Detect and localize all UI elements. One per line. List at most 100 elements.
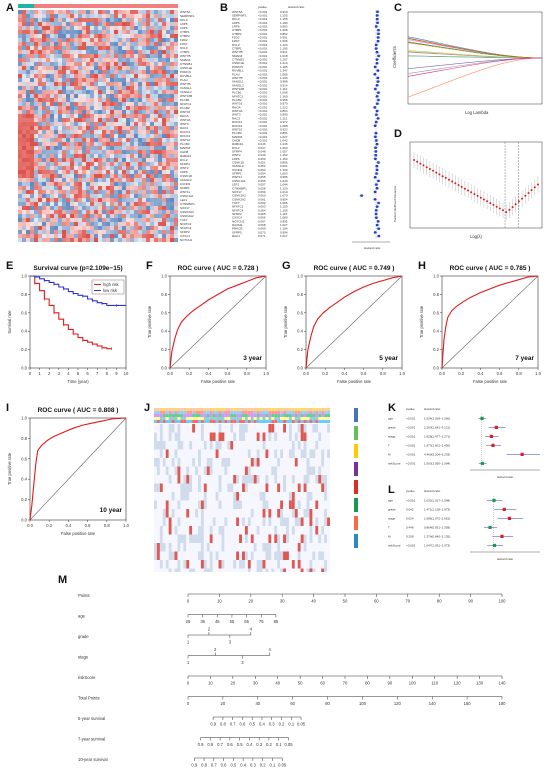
heatmap-cell	[288, 526, 292, 535]
heatmap-cell	[94, 134, 98, 138]
heatmap-cell	[34, 10, 38, 14]
forest-b-pvalue: 0.069	[258, 227, 266, 231]
heatmap-cell	[306, 441, 310, 450]
heatmap-cell	[98, 82, 102, 86]
heatmap-cell	[327, 475, 330, 484]
heatmap-cell	[146, 158, 150, 162]
heatmap-cell	[174, 517, 178, 526]
heatmap-cell	[34, 114, 38, 118]
heatmap-cell	[166, 82, 170, 86]
heatmap-cell	[259, 551, 263, 560]
heatmap-cell	[38, 26, 42, 30]
heatmap-cell	[102, 94, 106, 98]
forest-b-pvalue: <0.001	[258, 43, 268, 47]
nomogram-tick-label: 0.7	[230, 722, 236, 727]
heatmap-cell	[94, 102, 98, 106]
y-tick-label: 0.4	[21, 477, 27, 482]
heatmap-cell	[233, 492, 237, 501]
heatmap-cell	[114, 54, 118, 58]
annotation-cell	[171, 417, 175, 420]
heatmap-cell	[86, 118, 90, 122]
x-tick-label: 0.6	[225, 371, 231, 376]
annotation-cell	[236, 417, 240, 420]
heatmap-cell	[166, 138, 170, 142]
heatmap-cell	[142, 154, 146, 158]
heatmap-cell	[90, 94, 94, 98]
heatmap-cell	[38, 174, 42, 178]
heatmap-cell	[42, 174, 46, 178]
heatmap-cell	[142, 150, 146, 154]
heatmap-cell	[162, 543, 166, 552]
forest-b-gene: TCF7	[232, 201, 240, 205]
annotation-cell	[274, 417, 278, 420]
heatmap-cell	[122, 70, 126, 74]
heatmap-cell	[126, 22, 130, 26]
heatmap-cell	[34, 214, 38, 218]
heatmap-cell	[162, 130, 166, 134]
heatmap-cell	[78, 238, 82, 242]
heatmap-cell	[50, 146, 54, 150]
heatmap-cell	[62, 46, 66, 50]
heatmap-cell	[195, 517, 198, 526]
heatmap-cell	[244, 551, 248, 560]
roc-annotation: 5 year	[379, 355, 398, 362]
annotation-cell	[177, 420, 181, 423]
heatmap-cell	[82, 26, 86, 30]
heatmap-cell	[130, 22, 134, 26]
heatmap-cell	[183, 560, 187, 569]
heatmap-cell	[54, 154, 58, 158]
heatmap-cell	[265, 466, 269, 475]
heatmap-cell	[78, 162, 82, 166]
heatmap-cell	[165, 551, 169, 560]
heatmap-cell	[138, 158, 142, 162]
heatmap-cell	[114, 194, 118, 198]
annotation-cell	[268, 411, 272, 414]
heatmap-cell	[34, 202, 38, 206]
heatmap-cell	[162, 458, 166, 467]
forest-row-hr: 1.828(1.477–2.271)	[424, 434, 450, 438]
heatmap-cell	[183, 441, 187, 450]
heatmap-cell	[162, 158, 166, 162]
heatmap-cell	[114, 86, 118, 90]
heatmap-cell	[280, 441, 284, 450]
forest-b-point	[376, 17, 379, 21]
heatmap-cell	[46, 130, 50, 134]
forest-b-hr: 1.156	[280, 208, 288, 212]
heatmap-cell	[166, 98, 170, 102]
heatmap-cell	[134, 142, 138, 146]
heatmap-cell	[294, 441, 298, 450]
heatmap-cell	[265, 458, 269, 467]
heatmap-cell	[159, 560, 163, 569]
heatmap-cell	[118, 14, 122, 18]
heatmap-cell	[74, 126, 78, 130]
heatmap-cell	[268, 466, 272, 475]
heatmap-cell	[300, 483, 304, 492]
heatmap-cell	[94, 186, 98, 190]
heatmap-cell	[114, 10, 118, 14]
heatmap-cell	[170, 34, 174, 38]
heatmap-cell	[162, 138, 166, 142]
heatmap-cell	[134, 82, 138, 86]
heatmap-cell	[102, 226, 106, 230]
heatmap-cell	[268, 475, 272, 484]
heatmap-cell	[166, 162, 170, 166]
nomogram-tick-label: 20	[248, 599, 253, 604]
y-tick-label: 0.4	[161, 329, 167, 334]
heatmap-cell	[271, 483, 275, 492]
annotation-cell	[277, 417, 281, 420]
heatmap-cell	[58, 66, 62, 70]
heatmap-cell	[94, 114, 98, 118]
heatmap-cell	[74, 78, 78, 82]
heatmap-row-label: CTBP2	[180, 34, 190, 38]
heatmap-cell	[98, 210, 102, 214]
roc-diagonal	[169, 275, 267, 369]
heatmap-cell	[180, 526, 184, 535]
heatmap-cell	[159, 441, 163, 450]
heatmap-cell	[146, 62, 150, 66]
heatmap-cell	[242, 551, 245, 560]
heatmap-cell	[94, 66, 98, 70]
heatmap-cell	[86, 114, 90, 118]
annotation-cell	[309, 420, 313, 423]
heatmap-cell	[110, 30, 114, 34]
forest-b-gene: CCND3	[232, 168, 243, 172]
